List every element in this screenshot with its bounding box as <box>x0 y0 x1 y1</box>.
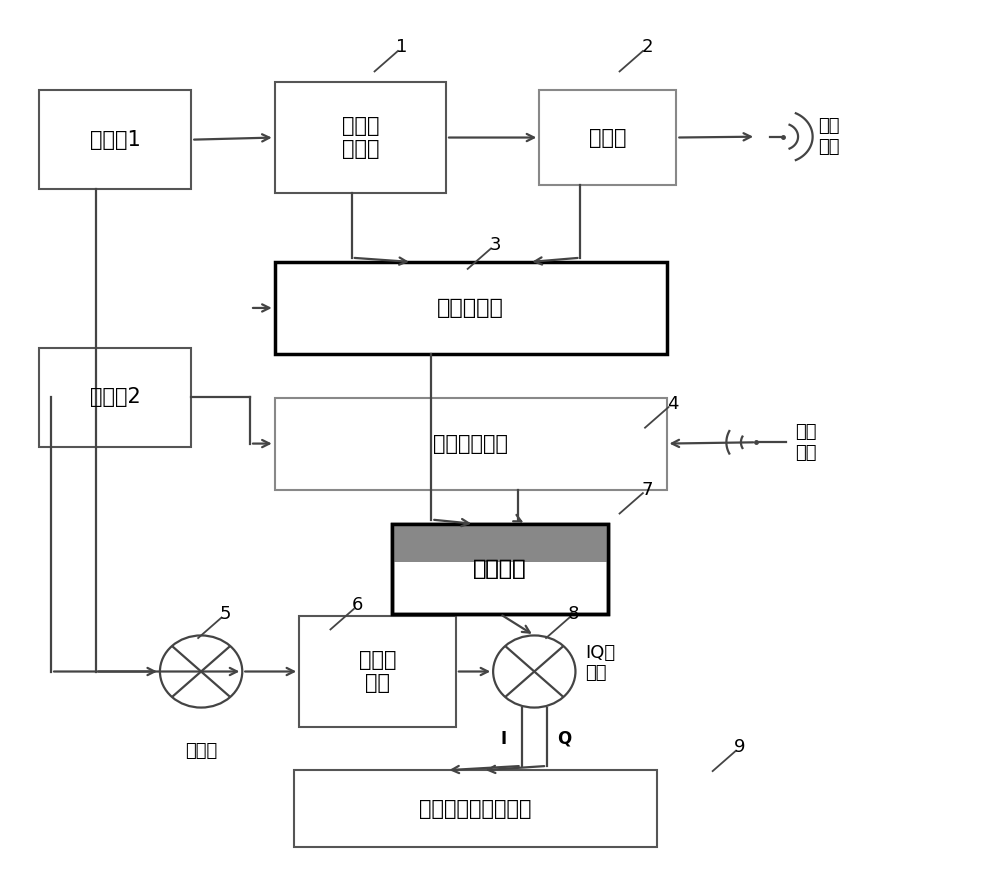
Text: 4: 4 <box>667 395 678 413</box>
Text: 耦合器: 耦合器 <box>589 128 627 147</box>
Text: 发射倍
频链路: 发射倍 频链路 <box>342 116 379 159</box>
FancyBboxPatch shape <box>539 90 676 185</box>
Text: 信号采集与处理模块: 信号采集与处理模块 <box>419 799 532 819</box>
Text: 5: 5 <box>220 605 231 623</box>
Text: Q: Q <box>558 730 572 748</box>
Text: 3: 3 <box>489 236 501 254</box>
FancyBboxPatch shape <box>275 262 667 354</box>
Text: I: I <box>501 730 507 748</box>
Text: 内定标通道: 内定标通道 <box>437 298 504 318</box>
Bar <box>392 524 608 562</box>
Text: 2: 2 <box>641 39 653 56</box>
FancyBboxPatch shape <box>275 81 446 194</box>
Text: 混频器: 混频器 <box>185 742 217 759</box>
Text: 频率源2: 频率源2 <box>90 387 141 407</box>
Text: IQ解
调器: IQ解 调器 <box>585 644 615 682</box>
Text: 倍频放
大器: 倍频放 大器 <box>359 650 396 693</box>
FancyBboxPatch shape <box>294 770 657 847</box>
Text: 频率源1: 频率源1 <box>90 130 141 150</box>
Text: 发射
天线: 发射 天线 <box>818 117 840 156</box>
FancyBboxPatch shape <box>39 348 191 447</box>
Text: 1: 1 <box>396 39 408 56</box>
Text: 接收
天线: 接收 天线 <box>795 423 817 462</box>
Text: 选择开关: 选择开关 <box>473 559 527 579</box>
FancyBboxPatch shape <box>392 524 608 614</box>
Text: 9: 9 <box>734 738 746 756</box>
FancyBboxPatch shape <box>39 90 191 189</box>
FancyBboxPatch shape <box>275 398 667 490</box>
Text: 6: 6 <box>352 597 364 614</box>
Text: 8: 8 <box>568 605 579 623</box>
FancyBboxPatch shape <box>299 616 456 727</box>
Text: 选择开关: 选择开关 <box>473 559 527 579</box>
Text: 接收倍频链路: 接收倍频链路 <box>433 434 508 454</box>
Text: 7: 7 <box>641 481 653 498</box>
